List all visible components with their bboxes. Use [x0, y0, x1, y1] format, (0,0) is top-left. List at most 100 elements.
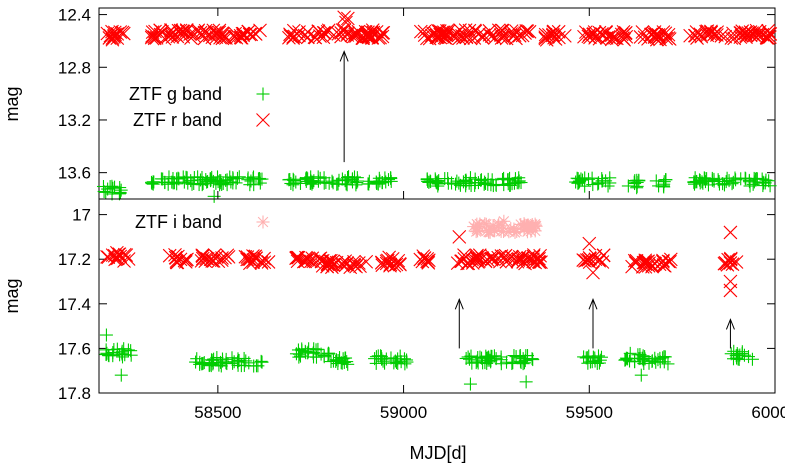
series-1-point — [254, 256, 269, 270]
ztf-r-band-point — [195, 27, 209, 41]
ztf-r-band-point — [538, 27, 553, 42]
ztf-r-band-point — [300, 25, 315, 39]
ztf-r-band-point — [321, 23, 336, 38]
series-2-point — [462, 352, 476, 366]
legend-i-band: ZTF i band — [135, 212, 270, 232]
series-1-point — [257, 255, 272, 270]
top-y-axis-title: mag — [2, 86, 22, 121]
ztf-r-band-point — [635, 25, 650, 39]
ztf-r-band-point — [727, 31, 742, 46]
series-2-point — [106, 349, 120, 363]
ztf-g-band-point — [384, 174, 398, 188]
ztf-r-band-point — [147, 30, 162, 44]
ztf-r-band-point — [700, 26, 715, 41]
legend-i-band-label: ZTF i band — [135, 212, 222, 232]
legend-r-band-marker — [256, 113, 270, 127]
series-1-point — [532, 255, 547, 270]
series-2-point — [371, 349, 385, 363]
ztf-r-band-point — [233, 28, 248, 43]
ztf-g-band-point — [349, 178, 363, 192]
series-1-point — [290, 254, 305, 269]
ztf-r-band-point — [647, 30, 662, 45]
ztf-r-band-point — [447, 30, 461, 44]
y-tick-label: 17.8 — [58, 384, 91, 403]
ztf-i-band-point — [497, 214, 511, 228]
ztf-r-band-point — [650, 29, 665, 44]
bottom-y-axis-title: mag — [2, 278, 22, 313]
y-tick-label: 17.6 — [58, 339, 91, 358]
series-1-point — [218, 250, 232, 265]
ztf-r-band-point — [183, 27, 197, 42]
series-1-point — [221, 249, 236, 264]
ztf-g-band-point — [585, 171, 599, 185]
ztf-r-band-point — [751, 28, 766, 43]
series-2-point — [121, 343, 135, 357]
ztf-g-band-point — [571, 172, 585, 186]
series-2-point — [317, 350, 331, 364]
series-1-point — [629, 253, 644, 268]
ztf-g-band-point — [232, 170, 246, 184]
ztf-g-band-point — [146, 177, 160, 191]
series-2-point — [378, 356, 392, 370]
ztf-r-band-point — [228, 29, 243, 44]
series-1-point — [628, 256, 643, 270]
ztf-r-band-point — [282, 30, 296, 45]
ztf-g-band-point — [97, 185, 111, 199]
ztf-r-band-point — [339, 15, 353, 30]
series-2-point — [400, 353, 414, 367]
series-2-point — [590, 356, 604, 370]
annotation-arrow — [725, 318, 735, 349]
ztf-r-band-point — [337, 10, 352, 25]
series-1-point — [320, 256, 335, 271]
series-1-point — [494, 249, 509, 263]
ztf-r-band-point — [522, 24, 537, 39]
ztf-g-band-point — [220, 173, 234, 187]
y-tick-label: 17.4 — [58, 295, 91, 314]
ztf-g-band-point — [381, 173, 395, 187]
ztf-r-band-point — [548, 32, 563, 46]
series-2-point — [745, 352, 759, 366]
legend-g-band-marker — [256, 87, 270, 101]
series-2-point — [225, 351, 239, 365]
ztf-r-band-point — [749, 23, 764, 38]
series-2-point — [519, 349, 533, 363]
series-2-point — [480, 356, 494, 370]
annotation-arrow — [588, 297, 598, 349]
ztf-r-band-point — [690, 31, 704, 45]
ztf-r-band-point — [496, 28, 511, 42]
series-1-point — [484, 252, 499, 267]
ztf-g-band-point — [300, 171, 314, 185]
series-1-point — [242, 252, 256, 267]
series-1-point — [450, 256, 465, 271]
series-1-point — [723, 225, 738, 240]
ztf-i-band-point — [483, 225, 497, 239]
series-1-point — [470, 248, 484, 263]
ztf-r-band-point — [424, 28, 439, 43]
legend-g-marker-glyph — [256, 87, 270, 101]
series-2-point — [505, 357, 519, 371]
ztf-r-band-point — [619, 29, 634, 44]
ztf-r-band-point — [190, 24, 205, 39]
ztf-r-band-point — [482, 27, 497, 42]
series-2-point — [306, 346, 320, 360]
ztf-g-band-point — [253, 176, 267, 190]
ztf-r-band-point — [587, 27, 601, 41]
ztf-g-band-point — [505, 177, 519, 191]
series-1-point — [582, 236, 597, 251]
legend-g-band-label: ZTF g band — [129, 84, 222, 104]
series-2-point — [638, 352, 652, 366]
series-2-point — [478, 356, 492, 370]
ztf-g-band-point — [350, 176, 364, 190]
ztf-g-band-point — [293, 176, 307, 190]
ztf-r-band-point — [496, 30, 511, 45]
series-1-point — [375, 258, 390, 273]
series-1-point — [420, 251, 435, 266]
ztf-g-band-point — [172, 172, 186, 186]
series-1-point — [335, 256, 349, 271]
series-2-point — [99, 328, 113, 342]
series-1-point — [179, 253, 193, 267]
series-1-point — [240, 252, 255, 267]
ztf-r-band-point — [484, 29, 499, 44]
series-2-point — [500, 355, 514, 369]
series-1-point — [374, 255, 389, 270]
